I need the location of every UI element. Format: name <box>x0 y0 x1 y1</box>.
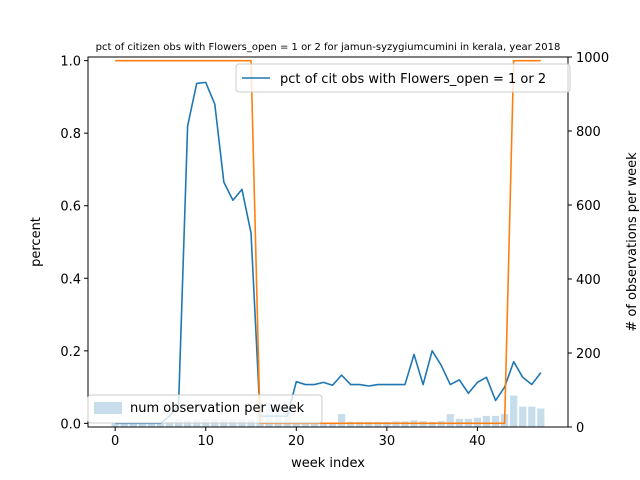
bar-week-30 <box>383 421 391 427</box>
bar-week-0 <box>111 422 119 427</box>
bar-week-24 <box>328 422 337 427</box>
axes-layer: 0 10 20 30 40 0.0 0.2 0.4 0.6 0.8 1.0 0 200 400 600 800… <box>60 51 609 449</box>
y-tick-label: 0.0 <box>60 417 81 432</box>
y-axis-right-label: # of observations per week <box>625 152 640 332</box>
bar-week-28 <box>365 421 373 427</box>
x-tick-label: 20 <box>288 434 305 449</box>
bar-week-5 <box>156 422 165 427</box>
bar-week-6 <box>165 421 174 427</box>
x-tick-label: 30 <box>379 434 396 449</box>
x-tick-label: 40 <box>469 434 486 449</box>
y-tick-label: 0.8 <box>60 127 81 142</box>
chart-title: pct of citizen obs with Flowers_open = 1… <box>96 42 561 53</box>
series-line-percent <box>115 81 542 425</box>
bar-week-4 <box>147 422 156 427</box>
bar-week-47 <box>537 408 545 427</box>
bar-week-41 <box>482 415 491 427</box>
bar-week-2 <box>129 422 137 427</box>
bar-week-40 <box>473 417 482 427</box>
bar-week-20 <box>292 422 300 427</box>
y-right-tick-label: 400 <box>576 273 601 288</box>
legend-bar-swatch <box>94 402 122 414</box>
legend-bar-box <box>87 394 323 424</box>
bar-week-25 <box>337 414 346 427</box>
bar-week-1 <box>120 422 128 427</box>
bar-week-32 <box>401 421 409 427</box>
x-tick-label: 10 <box>197 434 214 449</box>
y-right-tick-label: 0 <box>576 421 584 436</box>
bar-week-23 <box>319 422 328 427</box>
y-right-tick-label: 600 <box>576 199 601 214</box>
legend-line-label: pct of cit obs with Flowers_open = 1 or … <box>280 72 546 87</box>
bar-week-42 <box>491 415 500 427</box>
x-tick-label: 0 <box>111 434 119 449</box>
y-tick-label: 0.4 <box>60 272 81 287</box>
x-axis-label: week index <box>291 456 365 471</box>
bar-week-26 <box>347 421 355 427</box>
legend-bar-label: num observation per week <box>130 401 305 416</box>
y-tick-label: 0.2 <box>60 345 81 360</box>
y-right-tick-label: 1000 <box>576 51 609 66</box>
bar-week-44 <box>510 395 518 427</box>
bar-week-22 <box>310 422 319 427</box>
y-right-tick-label: 200 <box>576 347 601 362</box>
legend-line: pct of cit obs with Flowers_open = 1 or … <box>235 63 571 93</box>
bar-week-45 <box>519 406 527 427</box>
bar-week-8 <box>184 420 192 427</box>
y-tick-label: 1.0 <box>60 55 81 70</box>
bar-week-21 <box>301 422 309 427</box>
bar-week-31 <box>392 421 400 427</box>
y-right-tick-label: 800 <box>576 125 601 140</box>
legend-bar: num observation per week <box>87 394 323 424</box>
bar-week-29 <box>374 421 382 427</box>
bar-week-27 <box>356 421 364 427</box>
legend-line-box <box>235 63 571 93</box>
bar-week-35 <box>428 421 436 427</box>
bar-week-3 <box>138 422 146 427</box>
bar-week-37 <box>446 414 454 427</box>
plot-frame <box>87 56 569 428</box>
lines-layer <box>115 59 542 425</box>
y-axis-label: percent <box>29 217 44 267</box>
series-line-right-axis <box>115 59 541 425</box>
y-tick-label: 0.6 <box>60 200 81 215</box>
bar-week-46 <box>528 406 536 427</box>
